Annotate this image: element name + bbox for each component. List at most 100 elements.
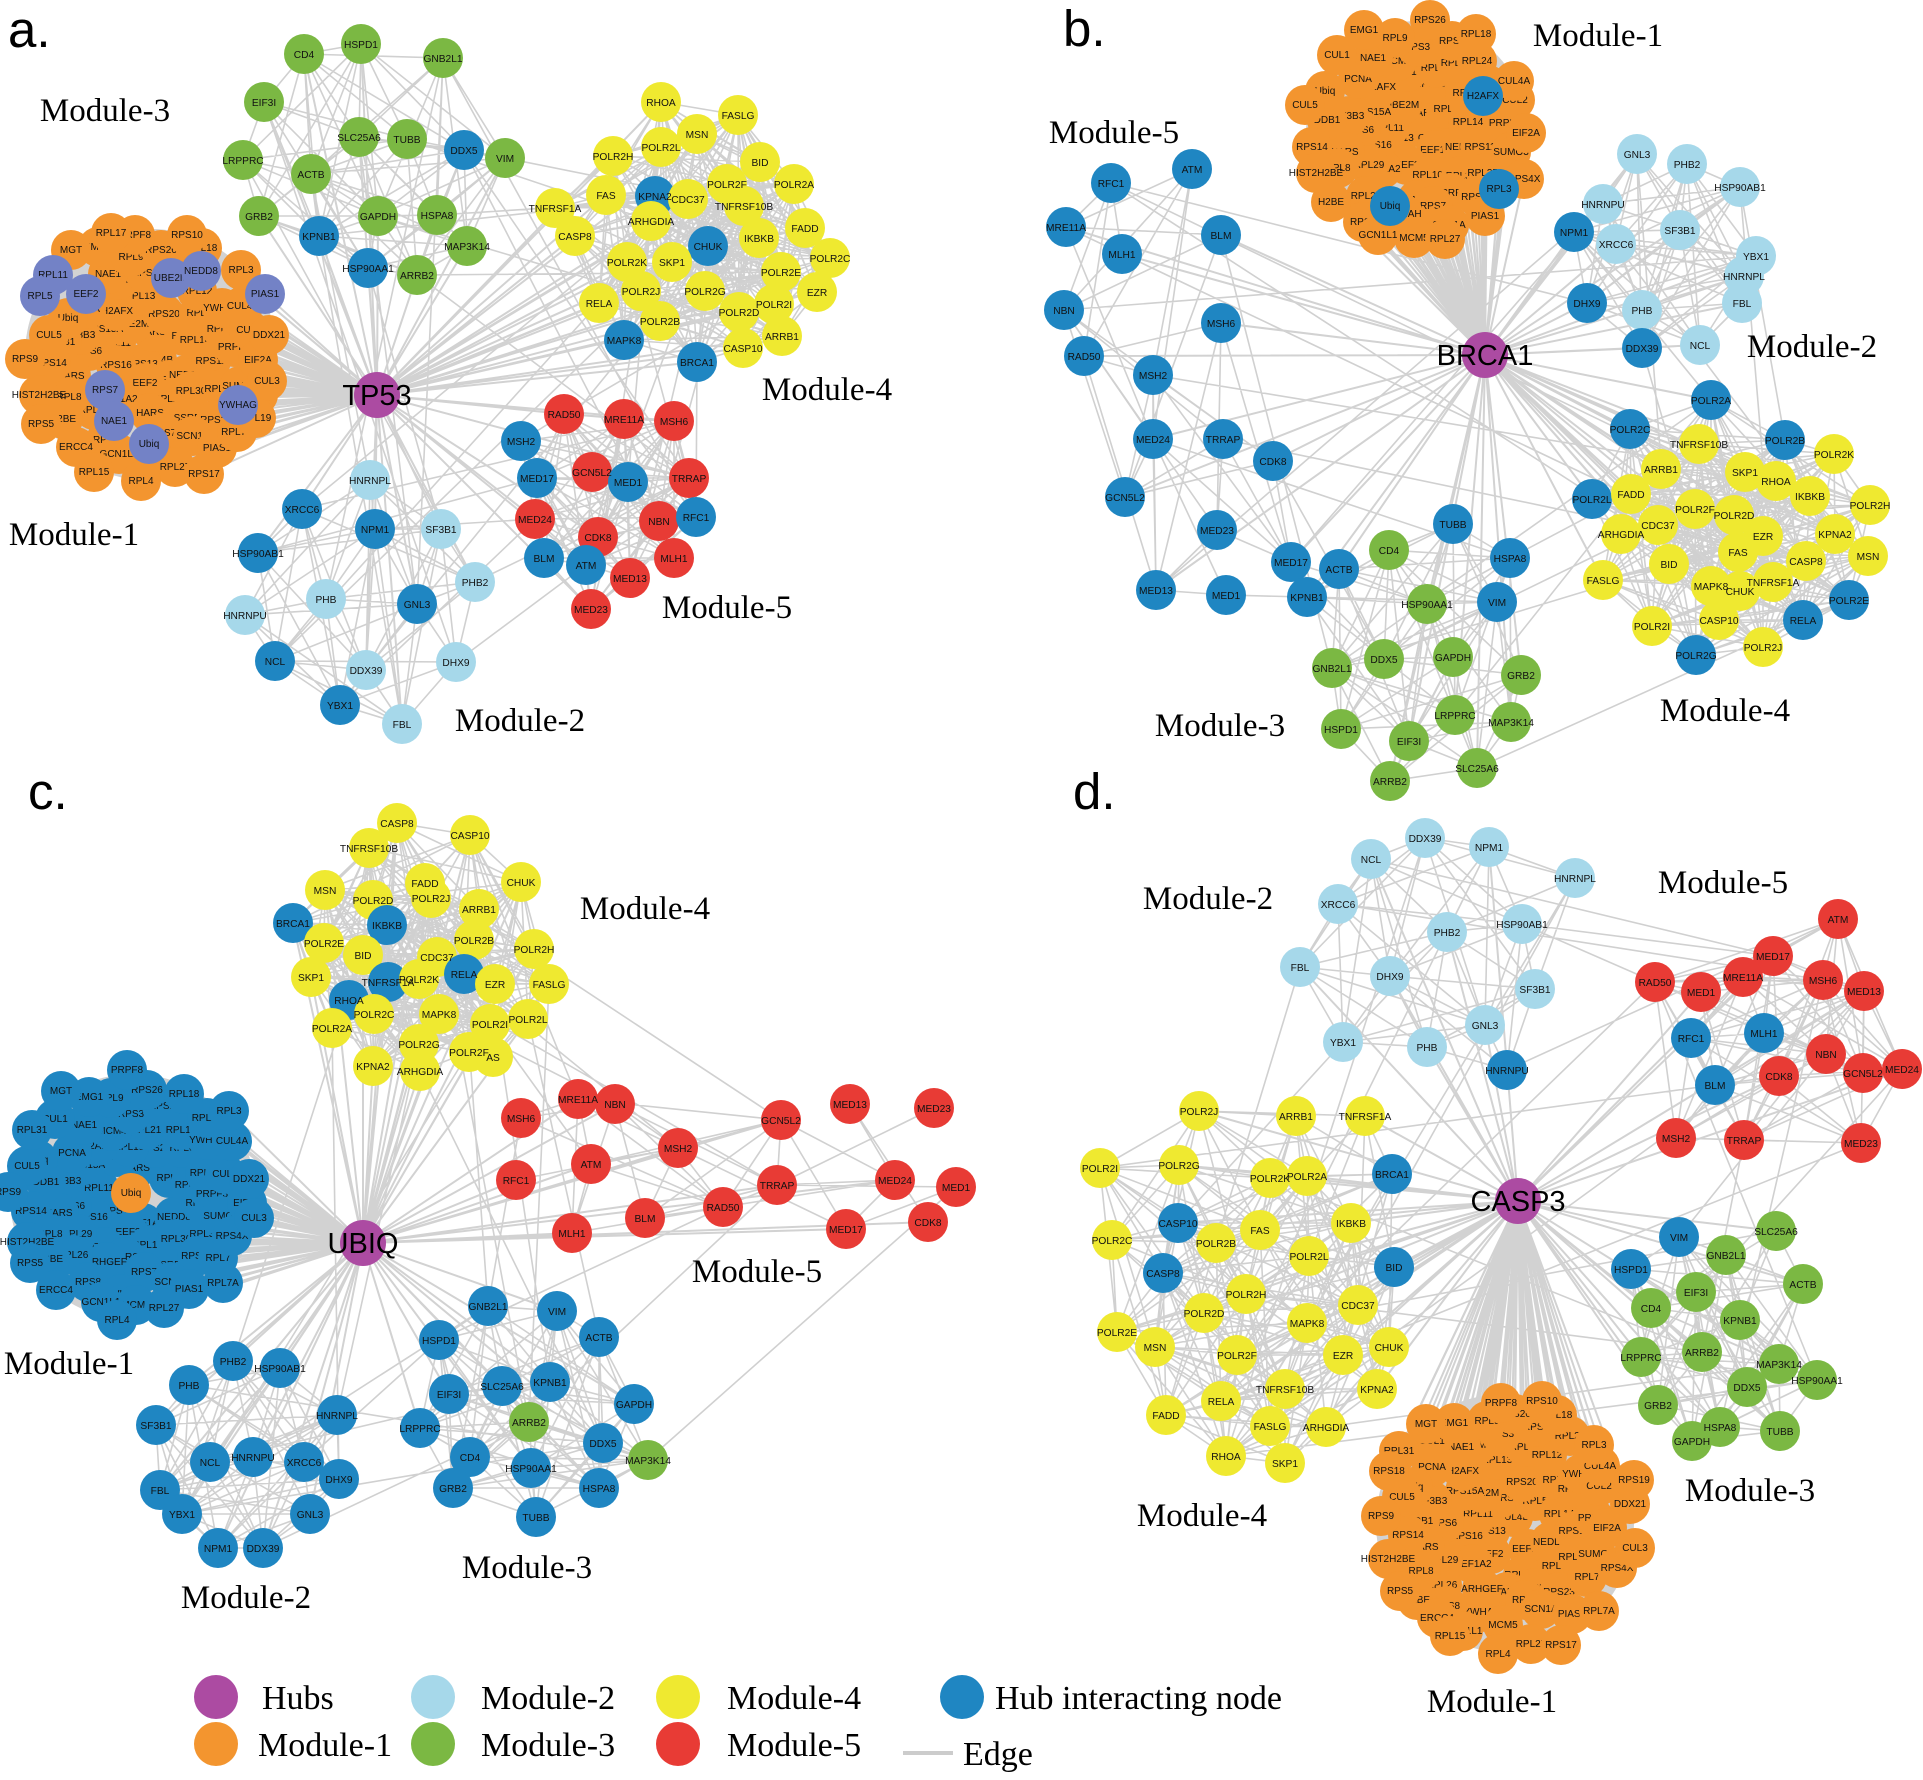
svg-text:EEF2: EEF2 xyxy=(73,289,98,300)
svg-text:NAE1: NAE1 xyxy=(1360,53,1387,64)
svg-text:YBX1: YBX1 xyxy=(169,1510,195,1521)
svg-text:POLR2C: POLR2C xyxy=(1092,1236,1133,1247)
svg-text:RPL29: RPL29 xyxy=(1354,160,1385,171)
svg-text:MED1: MED1 xyxy=(942,1183,971,1194)
svg-text:RHOA: RHOA xyxy=(1211,1452,1241,1463)
svg-text:GCN5L2: GCN5L2 xyxy=(1105,493,1145,504)
svg-text:ERCC4: ERCC4 xyxy=(1420,1613,1454,1624)
svg-text:Module-5: Module-5 xyxy=(662,590,792,626)
svg-text:EZR: EZR xyxy=(1333,1351,1353,1362)
svg-text:RPL24: RPL24 xyxy=(192,1113,223,1124)
svg-text:RPS14: RPS14 xyxy=(1296,142,1328,153)
svg-text:DDX5: DDX5 xyxy=(1733,1383,1761,1394)
svg-text:BID: BID xyxy=(752,158,769,169)
svg-text:RPS13: RPS13 xyxy=(1474,1526,1506,1537)
svg-text:SF3B3: SF3B3 xyxy=(1334,111,1365,122)
svg-text:MSH6: MSH6 xyxy=(507,1114,536,1125)
svg-text:MED13: MED13 xyxy=(613,574,647,585)
svg-text:CHUK: CHUK xyxy=(694,242,723,253)
svg-text:H2AFX: H2AFX xyxy=(101,306,134,317)
svg-text:MSN: MSN xyxy=(1144,1343,1167,1354)
svg-text:MRE11A: MRE11A xyxy=(558,1095,598,1106)
svg-text:RPL21: RPL21 xyxy=(1510,1442,1541,1453)
svg-text:EIF2A: EIF2A xyxy=(1512,128,1540,139)
svg-text:CHUK: CHUK xyxy=(1375,1343,1404,1354)
svg-text:RPL3: RPL3 xyxy=(216,1106,241,1117)
svg-text:YWHAG: YWHAG xyxy=(219,400,257,411)
svg-text:RPS3: RPS3 xyxy=(1404,42,1431,53)
svg-text:GNB2L1: GNB2L1 xyxy=(1706,1251,1745,1262)
svg-text:RPS7: RPS7 xyxy=(1420,201,1447,212)
svg-text:Ubiq: Ubiq xyxy=(1380,201,1401,212)
svg-text:FADD: FADD xyxy=(411,879,438,890)
svg-text:H2AFX: H2AFX xyxy=(82,1141,115,1152)
svg-text:LRPPRC: LRPPRC xyxy=(399,1424,440,1435)
svg-text:POLR2H: POLR2H xyxy=(514,945,555,956)
svg-text:H2BE: H2BE xyxy=(50,414,76,425)
svg-text:GAPDH: GAPDH xyxy=(616,1400,652,1411)
svg-text:ATM: ATM xyxy=(581,1160,602,1171)
svg-text:RPS18: RPS18 xyxy=(1373,1466,1405,1477)
svg-text:RPS7: RPS7 xyxy=(131,1267,158,1278)
svg-text:RPL9: RPL9 xyxy=(98,1093,123,1104)
svg-text:GNL3: GNL3 xyxy=(404,600,431,611)
svg-text:ACTB: ACTB xyxy=(297,170,324,181)
svg-text:DDB1: DDB1 xyxy=(33,1177,60,1188)
svg-text:RPS14: RPS14 xyxy=(1392,1530,1424,1541)
svg-text:TNFRSF10B: TNFRSF10B xyxy=(715,202,774,213)
svg-text:YWHAG: YWHAG xyxy=(203,303,241,314)
svg-text:XRCC6: XRCC6 xyxy=(1321,900,1356,911)
svg-text:ATM: ATM xyxy=(1182,165,1203,176)
svg-text:RFC1: RFC1 xyxy=(1678,1034,1705,1045)
svg-text:DHX9: DHX9 xyxy=(325,1475,353,1486)
svg-text:EEF2: EEF2 xyxy=(1478,1549,1503,1560)
svg-text:RPL4: RPL4 xyxy=(128,476,153,487)
svg-text:RFC1: RFC1 xyxy=(1098,179,1125,190)
svg-text:RPL12: RPL12 xyxy=(166,1125,197,1136)
svg-text:EEF2: EEF2 xyxy=(1394,160,1419,171)
svg-text:POLR2E: POLR2E xyxy=(761,268,801,279)
svg-text:MLH1: MLH1 xyxy=(1750,1029,1778,1040)
svg-text:RPL3: RPL3 xyxy=(1581,1440,1606,1451)
svg-text:RPL9: RPL9 xyxy=(1382,33,1407,44)
svg-text:FASLG: FASLG xyxy=(533,980,566,991)
svg-text:RPL13: RPL13 xyxy=(1482,1455,1513,1466)
svg-text:POLR2C: POLR2C xyxy=(810,254,851,265)
svg-text:GCN1L1: GCN1L1 xyxy=(100,449,139,460)
svg-text:TNFRSF10B: TNFRSF10B xyxy=(1256,1385,1315,1396)
svg-text:PRPF8: PRPF8 xyxy=(119,230,152,241)
svg-text:CUL4B: CUL4B xyxy=(1497,1512,1530,1523)
svg-text:RPL35A: RPL35A xyxy=(1467,168,1505,179)
svg-text:RPL30: RPL30 xyxy=(161,1234,192,1245)
svg-text:CDC37: CDC37 xyxy=(1341,1301,1375,1312)
svg-text:ACTB: ACTB xyxy=(585,1333,612,1344)
svg-text:HNRNPL: HNRNPL xyxy=(316,1411,358,1422)
svg-text:ACTB: ACTB xyxy=(1789,1280,1816,1291)
svg-text:ARHGDIA: ARHGDIA xyxy=(397,1067,444,1078)
svg-text:BLM: BLM xyxy=(635,1214,656,1225)
svg-text:PRPF3: PRPF3 xyxy=(1489,118,1522,129)
svg-text:CUL4A: CUL4A xyxy=(1498,76,1531,87)
svg-text:EEF1A: EEF1A xyxy=(1512,1544,1544,1555)
svg-text:MSN: MSN xyxy=(1857,552,1880,563)
svg-text:RPL14: RPL14 xyxy=(1453,117,1484,128)
svg-text:RPS9: RPS9 xyxy=(12,354,39,365)
svg-text:Module-3: Module-3 xyxy=(40,93,170,129)
svg-text:MED23: MED23 xyxy=(1844,1139,1878,1150)
svg-text:RPL11: RPL11 xyxy=(38,270,68,281)
svg-text:GRB2: GRB2 xyxy=(245,212,273,223)
svg-text:HNRNPU: HNRNPU xyxy=(1485,1066,1529,1077)
svg-text:RPL27: RPL27 xyxy=(1516,1639,1547,1650)
svg-text:ARHGDIA: ARHGDIA xyxy=(1598,530,1645,541)
svg-text:RPL3: RPL3 xyxy=(1486,184,1511,195)
svg-text:RPS10: RPS10 xyxy=(171,230,203,241)
svg-text:RPL10A: RPL10A xyxy=(1412,170,1450,181)
svg-text:POLR2L: POLR2L xyxy=(508,1015,547,1026)
svg-text:NEDD8: NEDD8 xyxy=(184,266,218,277)
svg-text:Module-2: Module-2 xyxy=(1143,881,1273,917)
svg-text:RELA: RELA xyxy=(586,299,613,310)
svg-text:RPL27: RPL27 xyxy=(149,1303,180,1314)
svg-text:RPL4: RPL4 xyxy=(1485,1649,1510,1660)
svg-text:ERCC4: ERCC4 xyxy=(59,442,93,453)
svg-text:NBN: NBN xyxy=(648,517,670,528)
